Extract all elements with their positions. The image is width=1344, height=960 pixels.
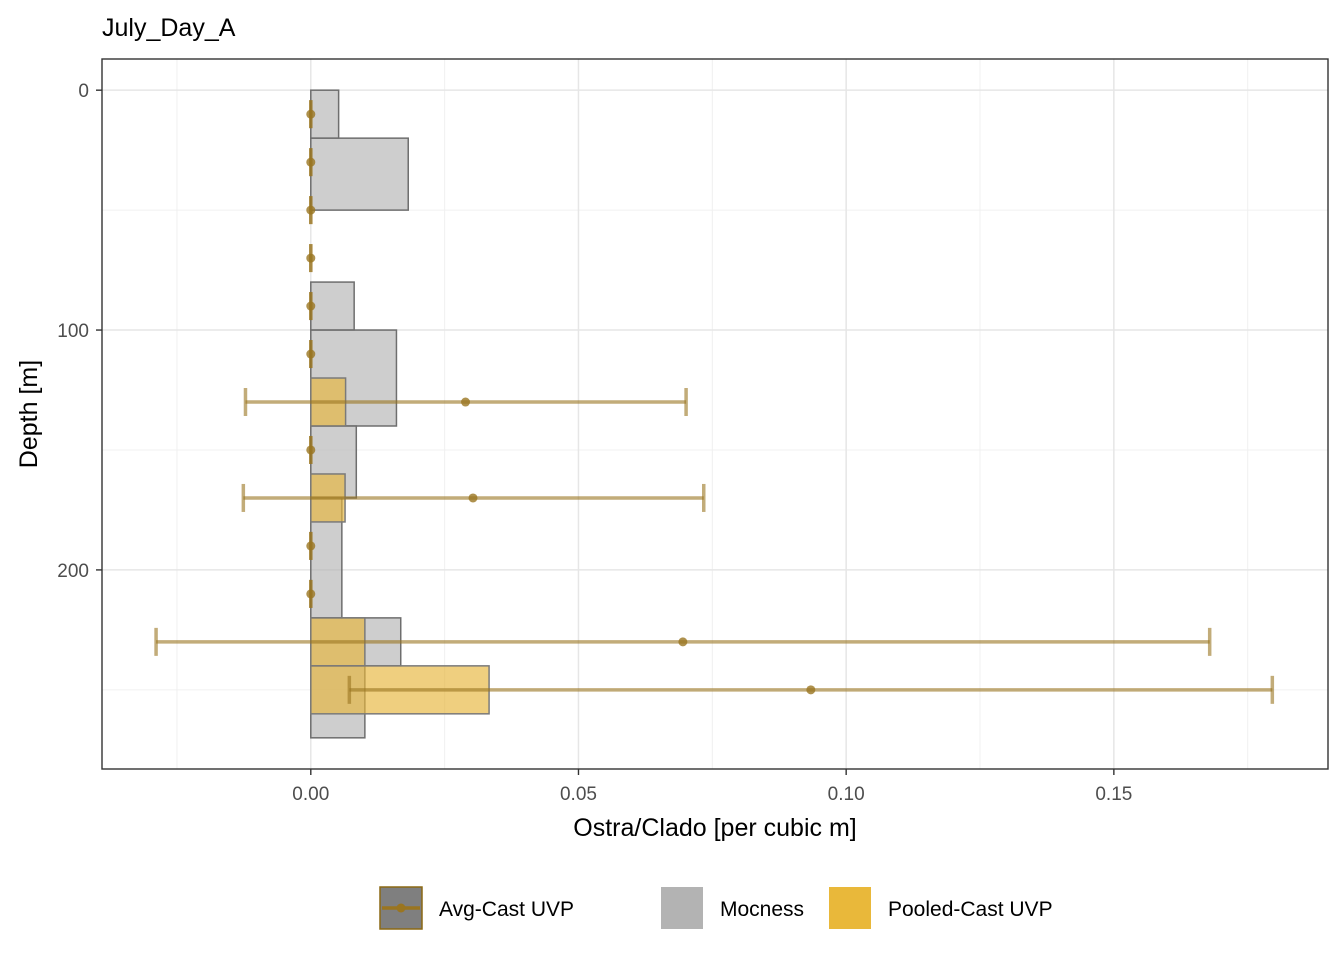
legend-item-mocness: Mocness xyxy=(661,887,804,929)
avg-point xyxy=(306,301,316,311)
legend-key-pooled xyxy=(829,887,871,929)
y-axis-title: Depth [m] xyxy=(15,360,43,468)
avg-point xyxy=(306,541,316,551)
avg-point xyxy=(678,637,688,647)
avg-point xyxy=(306,445,316,455)
avg-point xyxy=(306,205,316,215)
legend-label-mocness: Mocness xyxy=(720,898,804,921)
x-tick-label: 0.00 xyxy=(292,784,329,805)
legend-item-pooled: Pooled-Cast UVP xyxy=(829,887,1053,929)
avg-errorbars xyxy=(154,100,1275,704)
legend: Avg-Cast UVP Mocness Pooled-Cast UVP xyxy=(379,886,1053,930)
y-tick-label: 100 xyxy=(57,321,89,342)
x-tick-label: 0.05 xyxy=(560,784,597,805)
avg-point xyxy=(306,157,316,167)
legend-label-avg: Avg-Cast UVP xyxy=(439,898,574,921)
avg-point xyxy=(468,493,478,503)
plot-panel xyxy=(101,58,1329,770)
x-tick-label: 0.10 xyxy=(828,784,865,805)
avg-point xyxy=(461,397,471,407)
avg-point xyxy=(306,589,316,599)
legend-label-pooled: Pooled-Cast UVP xyxy=(888,898,1053,921)
x-tick-label: 0.15 xyxy=(1095,784,1132,805)
panel-border xyxy=(101,58,1329,770)
legend-key-mocness xyxy=(661,887,703,929)
mocness-bar xyxy=(310,137,409,211)
mocness-bar xyxy=(310,281,355,331)
y-tick-label: 200 xyxy=(57,561,89,582)
avg-point xyxy=(306,109,316,119)
avg-point xyxy=(306,349,316,359)
x-axis-title: Ostra/Clado [per cubic m] xyxy=(573,814,856,842)
chart-title: July_Day_A xyxy=(102,14,236,42)
avg-point xyxy=(306,253,316,263)
y-axis: 0 100 200 xyxy=(57,81,102,582)
grid-major xyxy=(102,59,1328,769)
legend-key-avg-point xyxy=(396,903,406,913)
panel-background xyxy=(102,59,1328,769)
y-tick-label: 0 xyxy=(78,81,89,102)
x-axis: 0.00 0.05 0.10 0.15 xyxy=(292,769,1132,805)
legend-item-avg: Avg-Cast UVP xyxy=(379,886,574,930)
avg-point xyxy=(806,685,816,695)
